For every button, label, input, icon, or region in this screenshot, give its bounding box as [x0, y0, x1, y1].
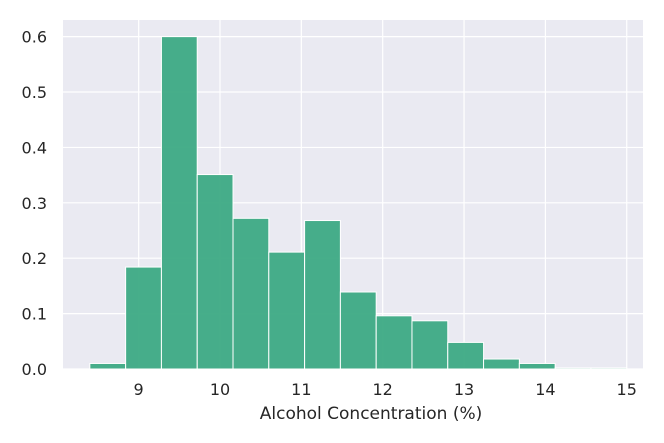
y-tick-label: 0.3	[22, 194, 47, 213]
x-tick-label: 14	[535, 380, 555, 399]
histogram-bar	[375, 315, 413, 370]
histogram-bar	[125, 266, 162, 370]
histogram-bar	[89, 362, 127, 370]
x-tick-label: 13	[454, 380, 474, 399]
y-tick-label: 0.4	[22, 138, 47, 157]
y-tick-labels: 0.0 0.1 0.2 0.3 0.4 0.5 0.6	[22, 28, 47, 379]
x-tick-label: 15	[617, 380, 637, 399]
histogram-bar	[483, 358, 520, 370]
histogram-bar	[590, 367, 628, 370]
x-tick-label: 9	[134, 380, 144, 399]
histogram-bar	[339, 291, 377, 370]
y-tick-label: 0.0	[22, 360, 47, 379]
histogram-bar	[518, 362, 556, 370]
histogram-bar	[196, 174, 234, 370]
x-tick-label: 11	[291, 380, 311, 399]
histogram-bar	[268, 251, 306, 370]
x-tick-label: 12	[373, 380, 393, 399]
x-axis-label: Alcohol Concentration (%)	[260, 404, 483, 424]
histogram-bar	[447, 341, 485, 370]
histogram-bar	[304, 220, 341, 370]
y-tick-label: 0.6	[22, 28, 47, 47]
y-tick-label: 0.1	[22, 305, 47, 324]
histogram-bar	[411, 320, 449, 370]
histogram-bar	[232, 217, 270, 370]
y-tick-label: 0.5	[22, 83, 47, 102]
histogram-bar	[160, 36, 198, 370]
histogram-bars	[89, 36, 628, 370]
histogram-bar	[554, 367, 592, 370]
x-tick-label: 10	[210, 380, 230, 399]
x-tick-labels: 9 10 11 12 13 14 15	[134, 380, 637, 399]
y-tick-label: 0.2	[22, 249, 47, 268]
